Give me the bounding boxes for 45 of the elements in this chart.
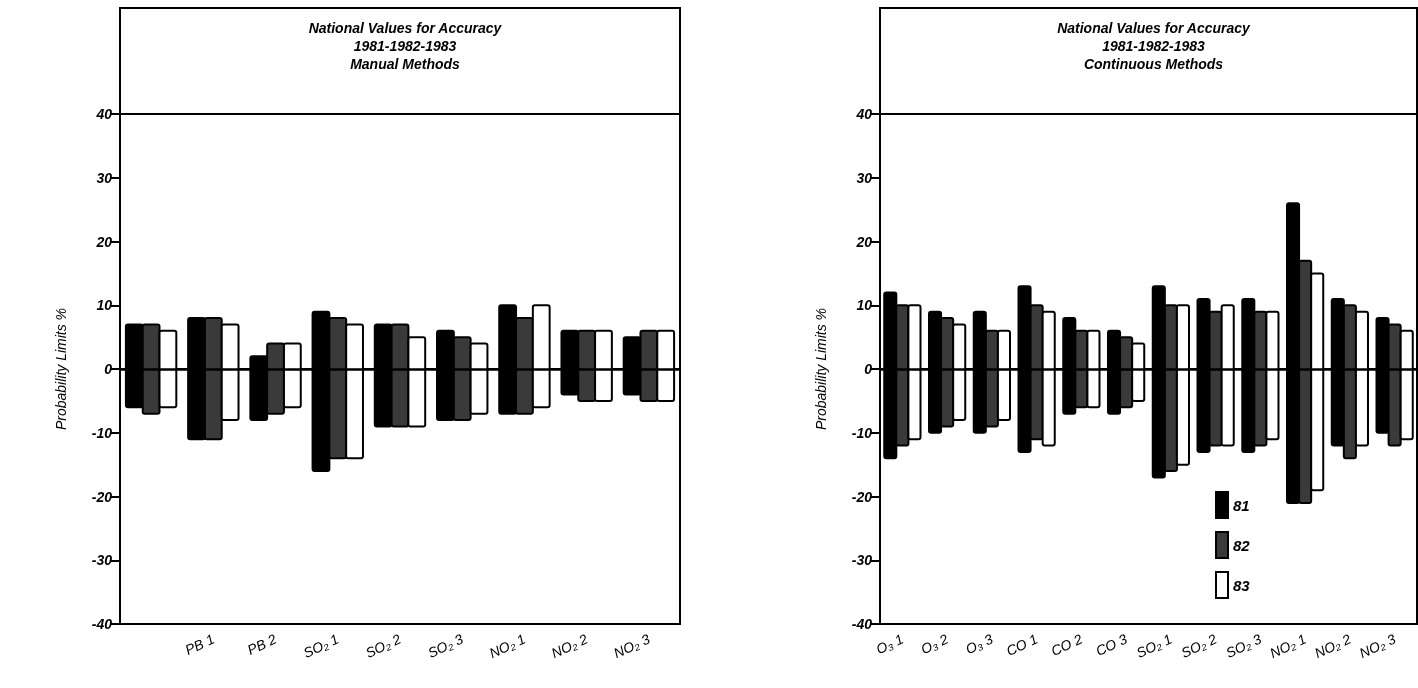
y-tick-label: 40 (855, 106, 873, 122)
x-tick-label: CO 3 (1093, 630, 1130, 660)
x-tick-label: NO₂ 3 (1356, 630, 1399, 662)
y-tick-label: 10 (856, 297, 873, 314)
y-tick-label: 30 (96, 169, 113, 186)
y-tick-label: 30 (856, 169, 873, 186)
x-tick-label: NO₂ 2 (1312, 630, 1354, 662)
y-tick-label: 0 (864, 361, 873, 377)
x-tick-label: PB 1 (182, 630, 217, 659)
legend-label: 82 (1233, 536, 1251, 554)
y-tick-label: -30 (851, 552, 873, 569)
chart-title: National Values for Accuracy 1981-1982-1983 Manual Methods (308, 20, 503, 72)
y-tick-label: 20 (855, 233, 873, 250)
y-tick-label: -30 (91, 552, 113, 569)
y-axis-title: Probability Limits % (53, 307, 69, 431)
y-tick-label: -10 (851, 424, 873, 441)
y-tick-label: 40 (95, 106, 113, 122)
y-tick-label: -40 (851, 616, 873, 632)
legend-label: 81 (1233, 496, 1250, 514)
x-tick-label: SO₂ 1 (300, 630, 342, 661)
x-tick-label: SO₂ 3 (1223, 630, 1264, 661)
x-tick-label: SO₂ 2 (1178, 630, 1220, 661)
y-axis-title: Probability Limits % (813, 307, 829, 431)
x-tick-label: O₃ 3 (963, 630, 996, 658)
x-tick-label: NO₂ 1 (1267, 630, 1309, 662)
chart-title: National Values for Accuracy 1981-1982-1983 Continuous Methods (1057, 20, 1252, 72)
x-tick-label: NO₂ 2 (548, 630, 591, 662)
y-tick-label: -10 (91, 424, 113, 441)
y-tick-label: -20 (91, 488, 113, 505)
legend-label: 83 (1233, 576, 1251, 594)
y-tick-label: -40 (91, 616, 113, 632)
y-tick-label: -20 (851, 488, 873, 505)
x-tick-label: CO 2 (1048, 630, 1085, 660)
x-tick-label: PB 2 (244, 630, 280, 659)
x-tick-label: SO₂ 3 (425, 630, 466, 661)
x-tick-label: NO₂ 3 (611, 630, 653, 662)
x-tick-label: SO₂ 2 (362, 630, 404, 661)
y-tick-label: 10 (96, 297, 113, 314)
y-tick-label: 0 (104, 361, 113, 377)
x-tick-label: SO₂ 1 (1133, 630, 1175, 661)
x-tick-label: O₃ 1 (873, 630, 906, 658)
x-tick-label: CO 1 (1003, 630, 1041, 660)
y-tick-label: 20 (95, 233, 113, 250)
x-tick-label: NO₂ 1 (486, 630, 528, 662)
x-tick-label: O₃ 2 (918, 630, 951, 658)
